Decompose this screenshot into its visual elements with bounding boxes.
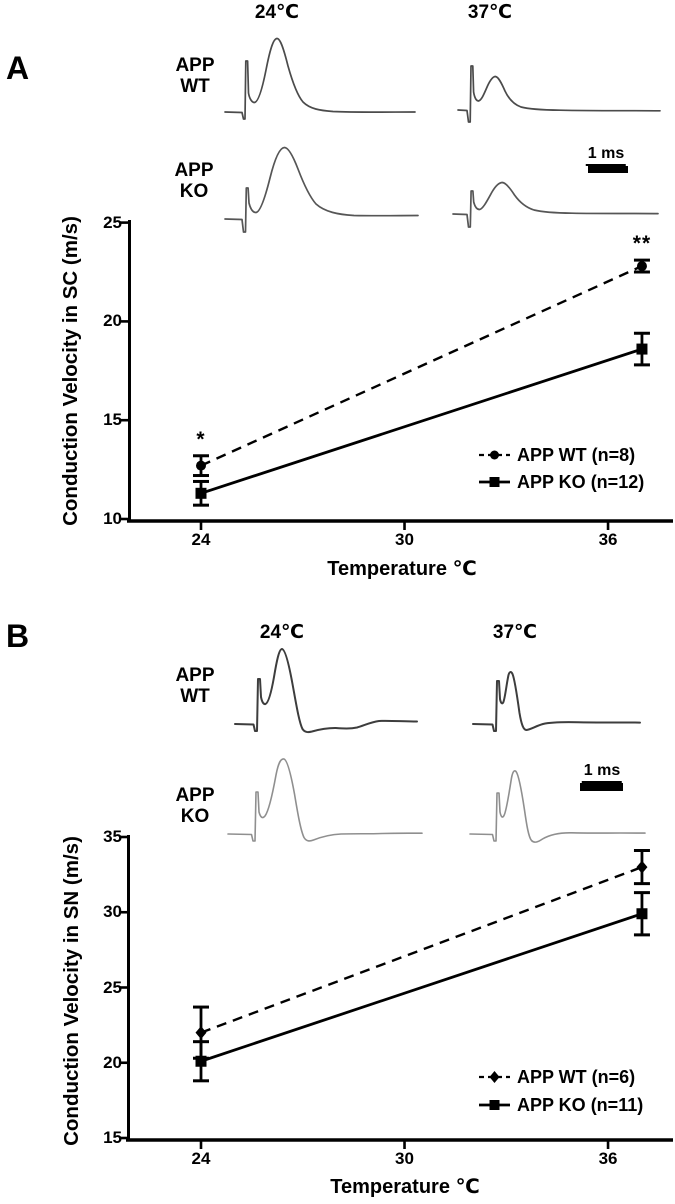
panel-letter-A: A xyxy=(6,50,30,86)
data-marker-circle xyxy=(196,460,206,471)
data-marker-square xyxy=(195,487,207,499)
row-label-line: APP xyxy=(174,160,214,181)
data-marker-circle xyxy=(636,261,647,272)
panel-letter-B: B xyxy=(6,618,30,654)
y-tick-label: 20 xyxy=(103,1052,122,1072)
trace-row-label-app-wt-B: APP WT xyxy=(175,665,214,707)
row-label-line: APP xyxy=(175,55,215,76)
x-tick-label: 36 xyxy=(598,1149,618,1168)
trace-row-label-app-ko-B: APP KO xyxy=(175,785,214,827)
x-axis-label-B: Temperature ℃ xyxy=(330,1176,480,1198)
x-tick-label: 24 xyxy=(191,530,211,549)
data-marker-square xyxy=(489,477,500,487)
legend-label-app-ko-A: APP KO (n=12) xyxy=(517,472,645,492)
scale-bar-label-A: 1 ms xyxy=(585,145,627,166)
row-label-line: KO xyxy=(179,181,209,202)
data-marker-square xyxy=(195,1055,207,1067)
x-tick-label: 36 xyxy=(598,530,618,549)
series-line xyxy=(200,264,643,467)
y-tick-label: 10 xyxy=(103,509,122,528)
legend-label-app-wt-B: APP WT (n=6) xyxy=(517,1067,636,1087)
x-tick-label: 30 xyxy=(395,1149,414,1168)
x-tick-label: 24 xyxy=(191,1149,211,1168)
scale-bar-A xyxy=(588,166,628,173)
significance-marker: * xyxy=(196,427,206,451)
legend-label-app-ko-B: APP KO (n=11) xyxy=(517,1095,644,1115)
data-marker-diamond xyxy=(489,1071,500,1083)
temp-header-24c-B: 24℃ xyxy=(259,622,305,643)
trace-row-label-app-wt-A: APP WT xyxy=(175,55,214,97)
waveform-B-WT-37c xyxy=(472,671,641,732)
data-marker-diamond xyxy=(636,860,648,874)
temp-header-24c-A: 24℃ xyxy=(254,2,300,23)
data-marker-diamond xyxy=(195,1026,207,1040)
significance-marker: ** xyxy=(632,232,652,256)
y-tick-label: 35 xyxy=(103,827,122,846)
data-marker-square xyxy=(636,343,648,355)
data-marker-square xyxy=(489,1100,500,1110)
y-tick-label: 30 xyxy=(103,902,122,922)
scale-bar-label-B: 1 ms xyxy=(581,762,623,783)
data-marker-circle xyxy=(490,450,499,460)
y-tick-label: 25 xyxy=(103,977,122,997)
waveform-A-WT-24c xyxy=(224,37,416,120)
waveform-B-WT-24c xyxy=(234,648,418,734)
waveform-B-KO-37c xyxy=(469,770,646,843)
row-label-line: APP xyxy=(175,785,215,806)
series-line xyxy=(200,912,643,1063)
waveform-A-KO-37c xyxy=(452,181,659,228)
scale-bar-B xyxy=(580,783,623,791)
temp-header-37c-A: 37℃ xyxy=(467,2,513,23)
legend-label-app-wt-A: APP WT (n=8) xyxy=(517,445,636,465)
series-line xyxy=(200,865,643,1034)
waveform-A-KO-24c xyxy=(224,146,419,233)
data-marker-square xyxy=(636,908,648,920)
y-axis-label-B: Conduction Velocity in SN (m/s) xyxy=(60,836,83,1146)
y-tick-label: 15 xyxy=(103,1128,122,1147)
trace-row-label-app-ko-A: APP KO xyxy=(174,160,213,202)
temp-header-37c-B: 37℃ xyxy=(492,622,538,643)
y-tick-label: 20 xyxy=(103,311,122,331)
row-label-line: WT xyxy=(180,76,210,97)
series-line xyxy=(200,347,643,495)
y-axis-label-A: Conduction Velocity in SC (m/s) xyxy=(59,216,82,526)
x-tick-label: 30 xyxy=(395,530,414,549)
row-label-line: WT xyxy=(180,686,210,707)
y-tick-label: 15 xyxy=(103,410,122,430)
waveform-B-KO-24c xyxy=(227,758,423,842)
row-label-line: KO xyxy=(180,806,210,827)
waveform-A-WT-37c xyxy=(457,65,661,123)
y-tick-label: 25 xyxy=(103,212,122,232)
x-axis-label-A: Temperature ℃ xyxy=(327,558,477,580)
row-label-line: APP xyxy=(175,665,215,686)
